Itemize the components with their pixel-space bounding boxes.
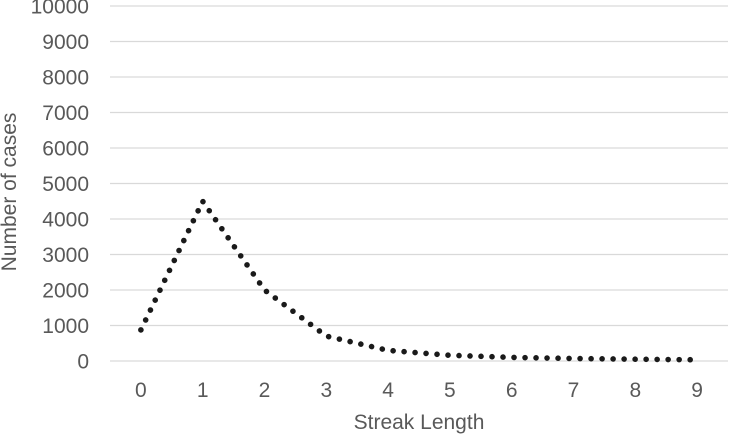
x-tick-label: 4 (382, 379, 394, 402)
x-tick-label: 2 (259, 379, 271, 402)
y-tick-label: 4000 (42, 209, 89, 232)
y-tick-label: 2000 (42, 280, 89, 303)
x-tick-label: 1 (197, 379, 209, 402)
x-tick-label: 6 (506, 379, 518, 402)
data-series-dotted-line (138, 198, 700, 363)
y-tick-label: 10000 (31, 0, 89, 19)
x-tick-label: 7 (568, 379, 580, 402)
y-tick-label: 3000 (42, 244, 89, 267)
x-tick-label: 8 (629, 379, 641, 402)
y-tick-label: 9000 (42, 31, 89, 54)
y-tick-label: 7000 (42, 102, 89, 125)
x-axis-tick-labels: 0 1 2 3 4 5 6 7 8 9 (135, 379, 703, 402)
y-axis-title: Number of cases (0, 113, 21, 272)
gridlines (110, 5, 728, 362)
y-tick-label: 6000 (42, 138, 89, 161)
y-tick-label: 0 (77, 351, 89, 374)
y-tick-label: 1000 (42, 315, 89, 338)
x-tick-label: 5 (444, 379, 456, 402)
y-tick-label: 5000 (42, 173, 89, 196)
x-tick-label: 9 (691, 379, 703, 402)
x-tick-label: 3 (320, 379, 332, 402)
y-tick-label: 8000 (42, 67, 89, 90)
y-axis-tick-labels: 0 1000 2000 3000 4000 5000 6000 7000 8000 9000 100… (31, 0, 89, 374)
x-axis-title: Streak Length (354, 411, 485, 434)
x-tick-label: 0 (135, 379, 147, 402)
